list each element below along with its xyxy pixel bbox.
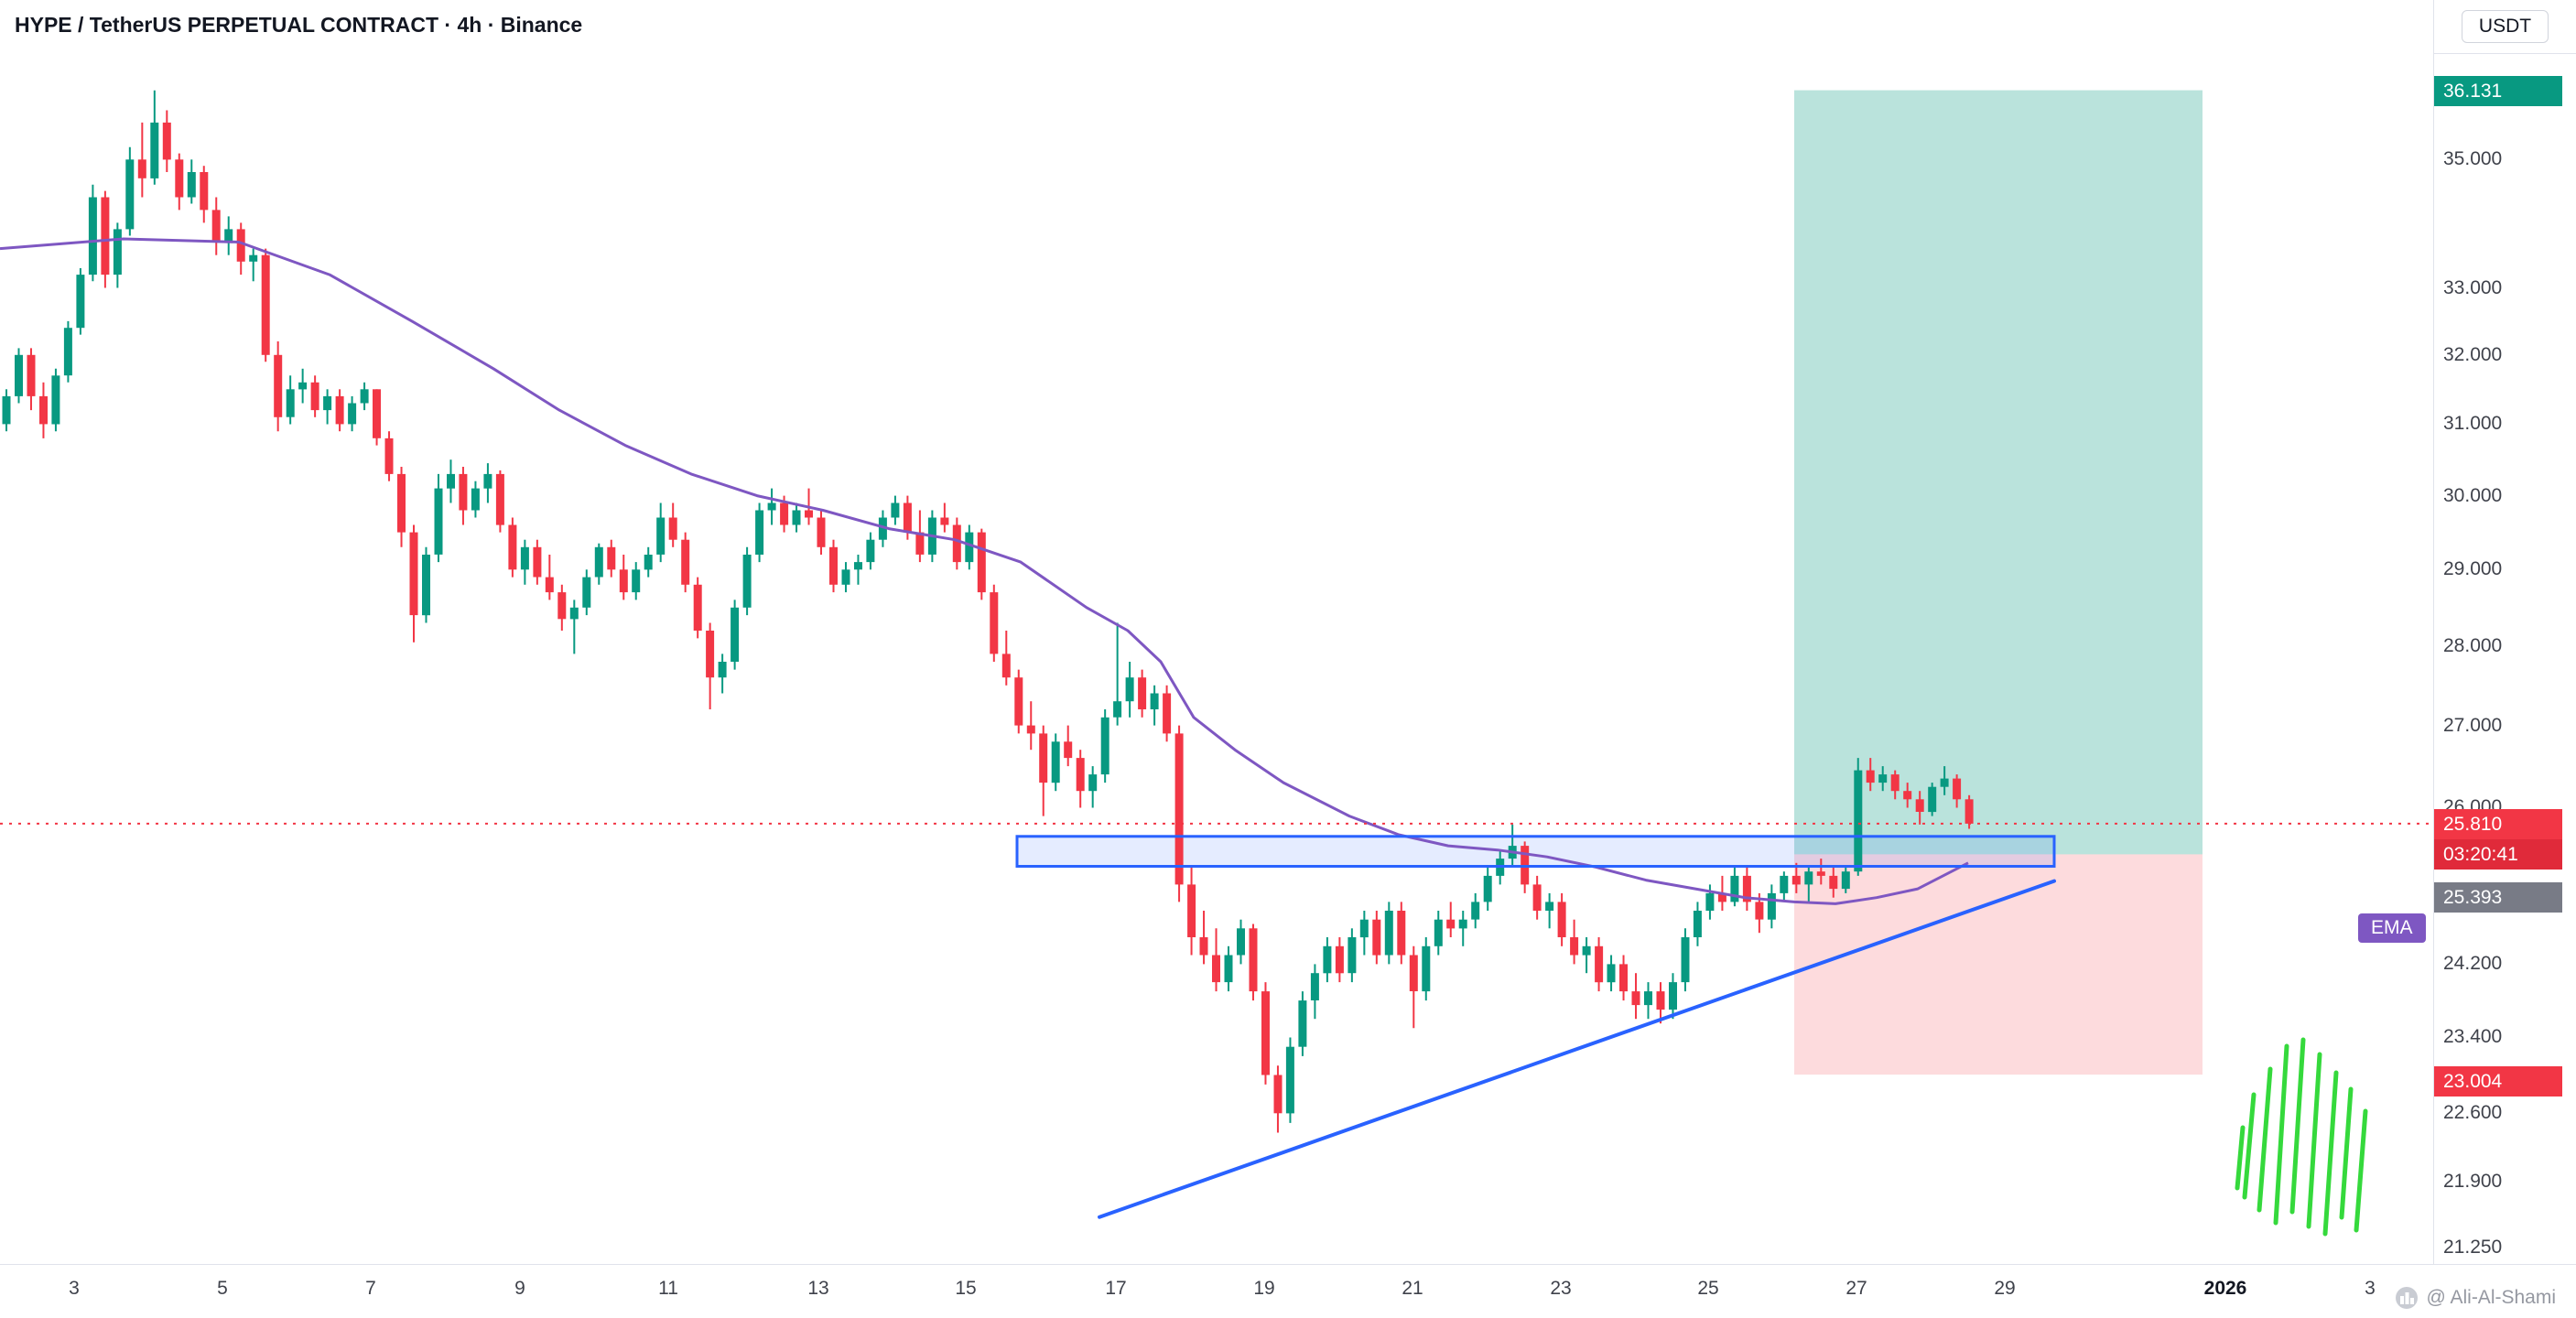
currency-unit-button[interactable]: USDT [2461, 10, 2549, 43]
price-tick-label: 22.600 [2443, 1102, 2503, 1123]
price-tick-label: 33.000 [2443, 277, 2503, 298]
time-axis-label: 13 [807, 1278, 829, 1299]
price-tick-label: 27.000 [2443, 715, 2503, 736]
price-tick-label: 23.400 [2443, 1026, 2503, 1047]
target-price-badge: 36.131 [2434, 76, 2562, 106]
time-axis-label: 19 [1253, 1278, 1275, 1299]
price-tick-label: 30.000 [2443, 485, 2503, 506]
candle-countdown-badge: 03:20:41 [2434, 839, 2562, 870]
time-axis-label: 27 [1845, 1278, 1867, 1299]
time-axis-label: 29 [1994, 1278, 2016, 1299]
time-axis-label: 5 [217, 1278, 228, 1299]
price-tick-label: 21.250 [2443, 1237, 2503, 1258]
stop-price-badge: 23.004 [2434, 1066, 2562, 1097]
watermark: @ Ali-Al-Shami [2395, 1286, 2556, 1310]
chart-legend-title[interactable]: HYPE / TetherUS PERPETUAL CONTRACT · 4h … [15, 13, 583, 37]
time-axis-label: 11 [658, 1278, 678, 1299]
price-axis-header: USDT [2434, 0, 2576, 54]
time-axis-label: 17 [1105, 1278, 1127, 1299]
price-tick-label: 32.000 [2443, 344, 2503, 365]
watermark-text: @ Ali-Al-Shami [2426, 1287, 2556, 1308]
time-axis-label: 25 [1697, 1278, 1719, 1299]
time-axis-label: 2026 [2203, 1278, 2247, 1299]
time-axis-label: 9 [514, 1278, 525, 1299]
tradingview-logo-icon [2396, 1287, 2419, 1309]
time-axis[interactable]: 3 5 7 9 11 13 15 17 19 21 23 25 27 29 2026 3 [0, 1264, 2576, 1318]
time-axis-label: 3 [2365, 1278, 2376, 1299]
price-tick-label: 21.900 [2443, 1171, 2503, 1192]
price-tick-label: 28.000 [2443, 635, 2503, 656]
last-price-badge: 25.810 [2434, 809, 2562, 839]
ema-value-badge: 25.393 [2434, 882, 2562, 913]
time-axis-label: 21 [1402, 1278, 1423, 1299]
time-axis-label: 7 [365, 1278, 376, 1299]
time-axis-label: 23 [1550, 1278, 1572, 1299]
price-tick-label: 29.000 [2443, 558, 2503, 579]
price-axis[interactable]: USDT 35.000 33.000 32.000 31.000 30.000 29.00… [2433, 0, 2576, 1264]
ema-line-label[interactable]: EMA [2358, 913, 2426, 943]
time-axis-label: 15 [955, 1278, 977, 1299]
price-tick-label: 35.000 [2443, 148, 2503, 169]
price-tick-label: 31.000 [2443, 413, 2503, 434]
price-tick-label: 24.200 [2443, 953, 2503, 974]
time-axis-label: 3 [69, 1278, 80, 1299]
